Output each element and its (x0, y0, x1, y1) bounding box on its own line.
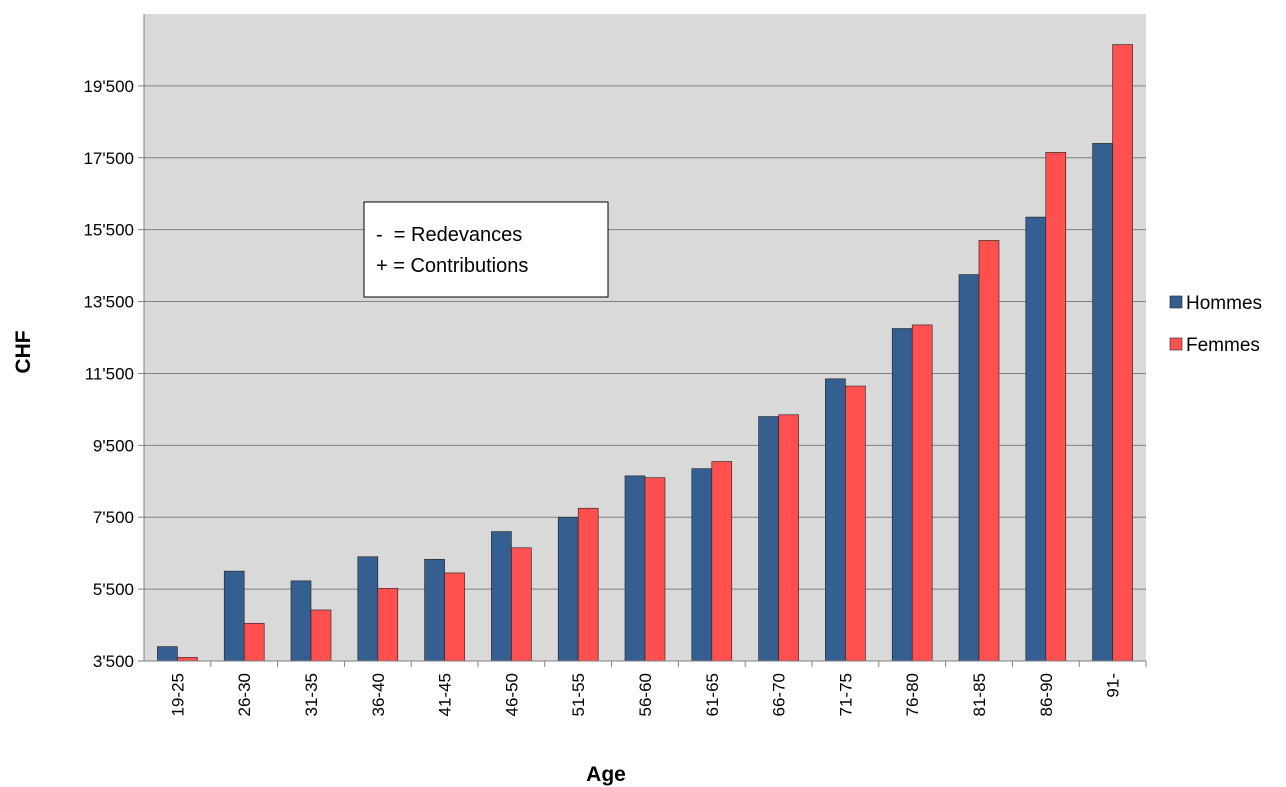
legend: Hommes Femmes (1169, 293, 1262, 356)
annotation-line-2: + = Contributions (376, 255, 528, 277)
bar-femmes-71-75 (845, 385, 866, 662)
bar-femmes-46-50 (511, 547, 532, 662)
x-tick-label: 19-25 (168, 673, 187, 716)
y-tick-label: 13'500 (83, 293, 134, 312)
annotation-box: - = Redevances + = Contributions (363, 201, 609, 298)
bar-hommes-61-65 (691, 468, 713, 662)
y-tick-label: 7'500 (93, 508, 134, 527)
x-tick-label: 91- (1104, 673, 1123, 698)
bar-hommes-31-35 (290, 580, 312, 662)
x-axis-title: Age (586, 763, 626, 786)
bar-hommes-26-30 (223, 570, 245, 662)
annotation-line-1: - = Redevances (376, 224, 522, 246)
y-tick-label: 11'500 (85, 364, 134, 383)
x-tick-label: 36-40 (369, 673, 388, 716)
bar-femmes-36-40 (377, 588, 399, 662)
x-tick-label: 51-55 (569, 673, 588, 716)
x-tick-label: 56-60 (636, 673, 655, 716)
bar-femmes-91- (1112, 44, 1133, 662)
y-tick-label: 15'500 (83, 221, 134, 240)
bar-hommes-46-50 (491, 531, 512, 662)
legend-swatch-femmes (1169, 337, 1183, 351)
bar-femmes-81-85 (978, 240, 1000, 662)
x-tick-label: 71-75 (836, 673, 855, 716)
bar-hommes-86-90 (1025, 216, 1047, 662)
bar-hommes-76-80 (891, 328, 913, 662)
x-tick-label: 46-50 (502, 673, 521, 716)
y-tick-label: 19'500 (83, 77, 134, 96)
bar-hommes-36-40 (357, 556, 379, 662)
bar-femmes-51-55 (577, 507, 599, 662)
bar-hommes-41-45 (424, 558, 445, 662)
x-tick-label: 41-45 (436, 673, 455, 716)
bar-hommes-19-25 (157, 646, 178, 662)
bar-hommes-56-60 (624, 475, 646, 662)
bar-femmes-41-45 (444, 572, 465, 662)
x-tick-label: 61-65 (703, 673, 722, 716)
y-tick-label: 5'500 (93, 580, 134, 599)
y-tick-label: 17'500 (83, 149, 134, 168)
x-tick-label: 26-30 (235, 673, 254, 716)
bar-femmes-76-80 (911, 324, 933, 662)
y-tick-label: 3'500 (93, 652, 134, 671)
bar-femmes-31-35 (310, 609, 332, 662)
y-tick-labels: 3'500 5'500 7'500 9'500 11'500 13'500 15'500 17… (83, 77, 134, 671)
legend-label-hommes: Hommes (1186, 293, 1262, 314)
bar-hommes-91- (1092, 143, 1113, 662)
y-axis-title: CHF (12, 330, 35, 373)
bar-hommes-66-70 (758, 416, 779, 662)
bar-femmes-86-90 (1045, 152, 1067, 662)
bar-hommes-51-55 (557, 516, 579, 662)
x-tick-label: 31-35 (302, 673, 321, 716)
axes (138, 14, 1147, 667)
x-tick-label: 66-70 (770, 673, 789, 716)
bars (157, 44, 1133, 662)
bar-femmes-26-30 (243, 622, 265, 662)
y-tick-label: 9'500 (93, 436, 134, 455)
bar-femmes-19-25 (177, 657, 198, 662)
x-tick-label: 81-85 (970, 673, 989, 716)
x-tick-label: 76-80 (903, 673, 922, 716)
x-tick-labels: 19-25 26-30 31-35 36-40 41-45 46-50 51-55 56-60… (168, 673, 1122, 716)
bar-hommes-71-75 (825, 378, 846, 662)
legend-swatch-hommes (1169, 295, 1183, 309)
bar-hommes-81-85 (958, 274, 980, 662)
bar-femmes-56-60 (644, 477, 666, 662)
legend-label-femmes: Femmes (1186, 335, 1260, 356)
bar-femmes-66-70 (778, 414, 799, 662)
x-tick-label: 86-90 (1037, 673, 1056, 716)
bar-femmes-61-65 (711, 461, 733, 662)
